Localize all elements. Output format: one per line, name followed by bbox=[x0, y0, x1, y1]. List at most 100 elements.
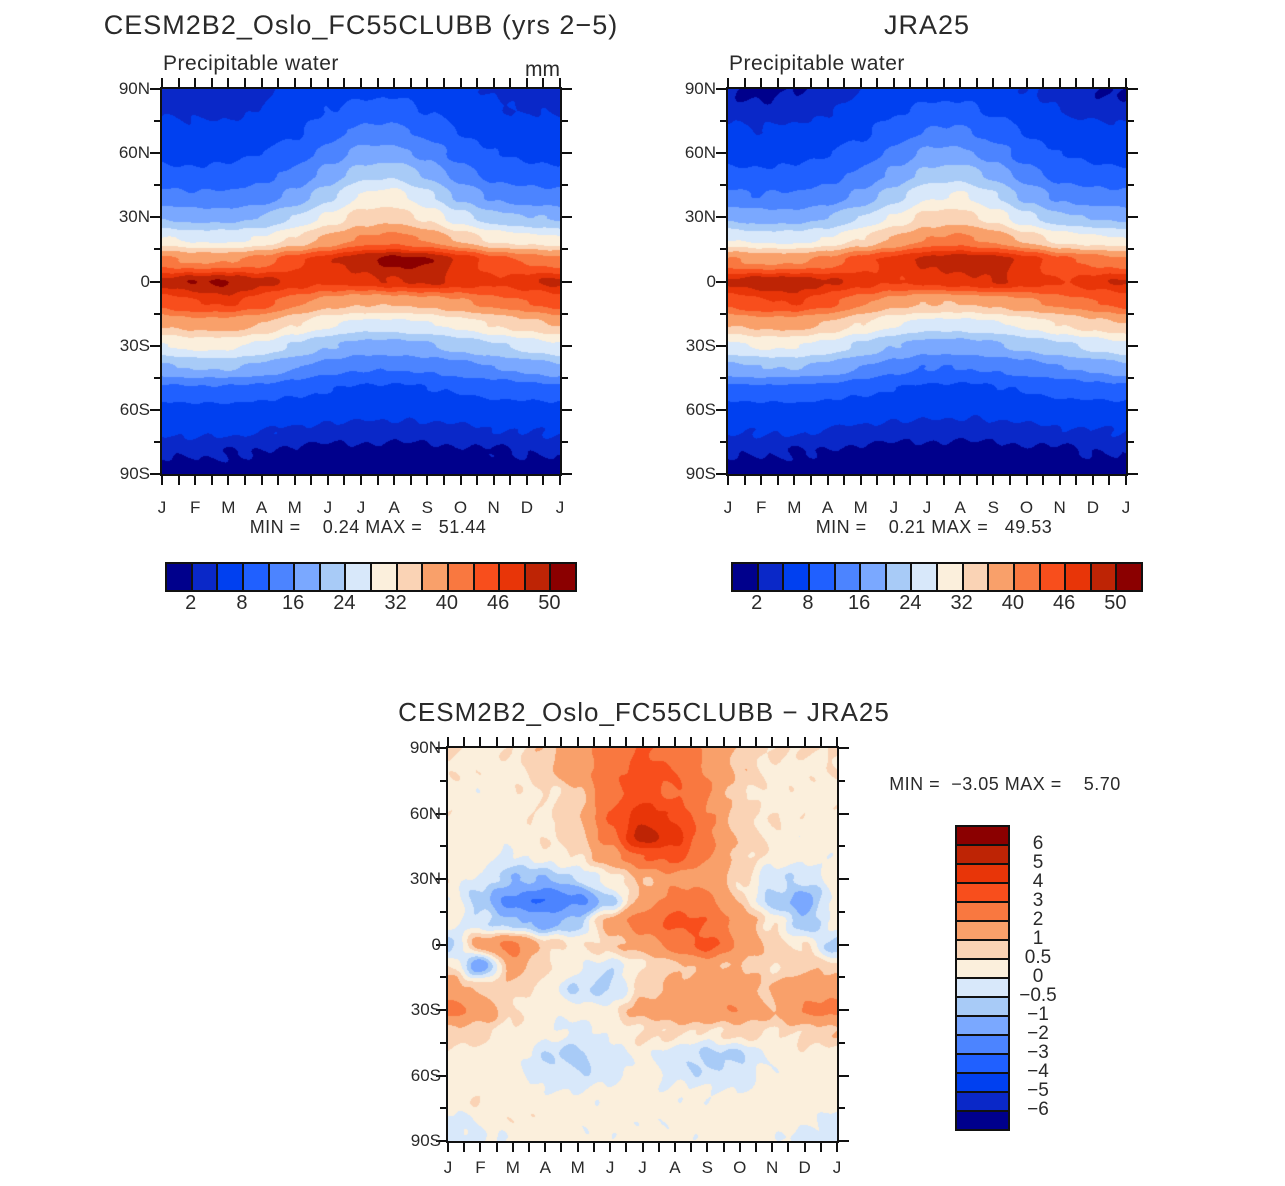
y-axis-tick bbox=[154, 376, 160, 379]
y-axis-tick bbox=[440, 845, 446, 848]
y-axis-tick bbox=[839, 1107, 845, 1110]
colorbar-swatch bbox=[956, 921, 1009, 940]
colorbar-swatch bbox=[1013, 563, 1040, 591]
x-axis-tick bbox=[442, 476, 445, 485]
x-axis-tick bbox=[1075, 476, 1078, 485]
colorbar-swatch bbox=[524, 563, 551, 591]
x-axis-tick bbox=[509, 78, 512, 87]
x-axis-tick bbox=[409, 78, 412, 87]
y-axis-tick bbox=[150, 408, 160, 411]
y-axis-tick bbox=[562, 376, 568, 379]
y-axis-tick bbox=[436, 878, 446, 880]
x-axis-tick bbox=[511, 737, 514, 746]
colorbar-swatch bbox=[268, 563, 295, 591]
x-axis-tick bbox=[360, 78, 362, 87]
y-axis-tick bbox=[440, 910, 446, 913]
month-tick-label: A bbox=[821, 498, 834, 517]
month-tick-label: M bbox=[505, 1158, 520, 1177]
x-axis-tick bbox=[210, 476, 213, 485]
colorbar-swatch bbox=[294, 563, 320, 591]
x-axis-tick bbox=[495, 1143, 498, 1152]
y-axis-tick bbox=[562, 440, 568, 443]
latitude-tick-label: 30S bbox=[685, 335, 716, 355]
y-axis-tick bbox=[440, 1041, 446, 1044]
x-axis-tick bbox=[194, 476, 197, 485]
x-axis-tick bbox=[803, 737, 806, 746]
x-axis-tick bbox=[727, 476, 729, 485]
colorbar-tick-label: 32 bbox=[384, 592, 407, 614]
y-axis-tick bbox=[839, 878, 849, 880]
month-tick-label: F bbox=[755, 498, 767, 517]
y-axis-tick bbox=[839, 812, 849, 815]
month-tick-label: J bbox=[356, 498, 366, 517]
colorbar-swatch bbox=[319, 563, 346, 591]
y-axis-tick bbox=[716, 216, 726, 219]
x-axis-tick bbox=[771, 1143, 774, 1152]
panel1-colorbar bbox=[165, 562, 577, 592]
colorbar-swatch bbox=[217, 563, 243, 591]
panel3-minmax-label: MIN = −3.05 MAX = 5.70 bbox=[889, 774, 1121, 794]
x-axis-tick bbox=[760, 476, 763, 485]
colorbar-swatch bbox=[860, 563, 886, 591]
x-axis-tick bbox=[1125, 476, 1127, 485]
colorbar-swatch bbox=[956, 826, 1009, 845]
x-axis-tick bbox=[528, 737, 531, 746]
x-axis-tick bbox=[1091, 78, 1094, 87]
colorbar-tick-label: 46 bbox=[1053, 592, 1076, 614]
month-tick-label: J bbox=[889, 498, 899, 517]
x-axis-tick bbox=[657, 737, 660, 746]
colorbar-swatch bbox=[956, 1016, 1009, 1035]
month-tick-label: A bbox=[388, 498, 400, 517]
y-axis-tick bbox=[154, 184, 160, 187]
x-axis-tick bbox=[376, 476, 379, 485]
x-axis-tick bbox=[727, 78, 729, 87]
latitude-tick-label: 60N bbox=[409, 803, 441, 823]
x-axis-tick bbox=[260, 476, 263, 485]
month-tick-label: J bbox=[157, 498, 167, 517]
y-axis-tick bbox=[1128, 280, 1138, 283]
latitude-tick-label: 30S bbox=[119, 335, 150, 355]
x-axis-tick bbox=[1025, 476, 1028, 485]
x-axis-tick bbox=[525, 78, 528, 87]
x-axis-tick bbox=[926, 476, 928, 485]
panel2-minmax-label: MIN = 0.21 MAX = 49.53 bbox=[815, 517, 1053, 537]
x-axis-tick bbox=[260, 78, 263, 87]
x-axis-tick bbox=[161, 476, 163, 485]
x-axis-tick bbox=[161, 78, 163, 87]
x-axis-tick bbox=[1058, 476, 1061, 485]
y-axis-tick bbox=[562, 473, 572, 475]
y-axis-tick bbox=[150, 216, 160, 219]
colorbar-tick-label: 0 bbox=[1032, 966, 1044, 987]
colorbar-tick-label: 50 bbox=[538, 592, 561, 614]
month-tick-label: D bbox=[798, 1158, 811, 1177]
month-tick-label: A bbox=[539, 1158, 551, 1177]
month-tick-label: J bbox=[605, 1158, 615, 1177]
x-axis-tick bbox=[447, 737, 449, 746]
colorbar-swatch bbox=[757, 563, 784, 591]
x-axis-tick bbox=[809, 476, 812, 485]
x-axis-tick bbox=[544, 737, 547, 746]
x-axis-tick bbox=[525, 476, 528, 485]
x-axis-tick bbox=[743, 78, 746, 87]
month-tick-label: J bbox=[723, 498, 733, 517]
colorbar-swatch bbox=[956, 1092, 1009, 1111]
y-axis-tick bbox=[562, 88, 572, 90]
x-axis-tick bbox=[576, 737, 579, 746]
x-axis-tick bbox=[194, 78, 197, 87]
x-axis-tick bbox=[992, 78, 995, 87]
x-axis-tick bbox=[492, 476, 495, 485]
x-axis-tick bbox=[479, 737, 482, 746]
latitude-tick-label: 0 bbox=[706, 271, 716, 291]
month-tick-label: J bbox=[1121, 498, 1131, 517]
colorbar-swatch bbox=[956, 883, 1009, 902]
x-axis-tick bbox=[787, 737, 790, 746]
y-axis-tick bbox=[720, 248, 726, 251]
y-axis-tick bbox=[436, 1009, 446, 1011]
x-axis-tick bbox=[803, 1143, 806, 1152]
month-tick-label: O bbox=[453, 498, 468, 517]
x-axis-tick bbox=[227, 78, 230, 87]
x-axis-tick bbox=[1108, 476, 1111, 485]
y-axis-tick bbox=[839, 845, 845, 848]
y-axis-tick bbox=[440, 779, 446, 782]
latitude-tick-label: 30N bbox=[684, 207, 716, 227]
